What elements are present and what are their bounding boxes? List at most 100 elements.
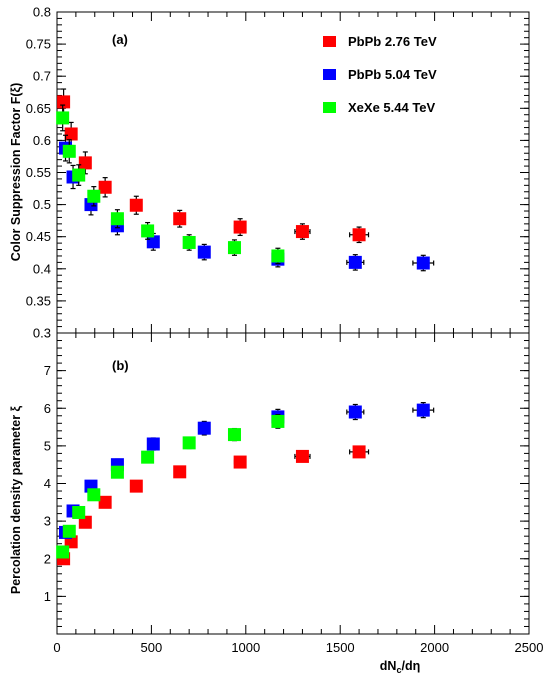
marker-xexe-544	[227, 428, 241, 442]
x-tick-label: 500	[141, 640, 163, 655]
legend-swatch-pbpb-276	[323, 36, 336, 47]
y-tick-label: 0.35	[26, 293, 51, 308]
data-point-pbpb-504	[346, 254, 365, 271]
data-point-xexe-544	[72, 164, 86, 186]
marker-xexe-544	[72, 505, 86, 519]
x-tick-label: 1000	[231, 640, 260, 655]
data-point-xexe-544	[271, 414, 285, 429]
data-point-pbpb-276	[233, 218, 247, 237]
marker-xexe-544	[271, 414, 285, 428]
marker-xexe-544	[182, 436, 196, 450]
marker-pbpb-276	[129, 479, 143, 493]
data-point-xexe-544	[56, 104, 70, 132]
panel-b-tick-labels: 0 500 1000 1500 2000 2500 1 2 3 4 5 6 7	[44, 363, 544, 655]
marker-pbpb-504	[197, 421, 211, 435]
y-tick-label: 0.6	[33, 133, 51, 148]
data-point-pbpb-276	[294, 449, 311, 463]
data-point-xexe-544	[87, 186, 101, 207]
marker-xexe-544	[110, 212, 124, 226]
data-point-xexe-544	[56, 545, 70, 559]
data-point-pbpb-504	[346, 403, 365, 421]
marker-xexe-544	[182, 235, 196, 249]
panel-b: 0 500 1000 1500 2000 2500 1 2 3 4 5 6 7 (b) Percolat…	[9, 332, 544, 675]
data-point-xexe-544	[141, 221, 155, 240]
y-tick-label: 0.8	[33, 5, 51, 20]
panel-a: 0.3 0.35 0.4 0.45 0.5 0.55 0.6 0.65 0.7 0.75 0.8 (…	[9, 5, 530, 341]
data-point-pbpb-276	[349, 445, 370, 459]
data-point-xexe-544	[110, 465, 124, 479]
y-tick-label: 0.3	[33, 326, 51, 341]
marker-pbpb-276	[98, 495, 112, 509]
x-tick-label: 2500	[515, 640, 544, 655]
data-point-pbpb-504	[146, 437, 160, 451]
y-tick-label: 6	[44, 401, 51, 416]
y-tick-label: 0.4	[33, 261, 51, 276]
y-tick-label: 0.5	[33, 197, 51, 212]
data-point-xexe-544	[62, 524, 76, 538]
marker-xexe-544	[141, 450, 155, 464]
legend-label-pbpb-276: PbPb 2.76 TeV	[348, 34, 437, 49]
marker-xexe-544	[227, 241, 241, 255]
data-point-xexe-544	[227, 239, 241, 256]
panel-a-y-axis-title: Color Suppression Factor F(ξ)	[9, 83, 23, 262]
legend-swatch-xexe-544	[323, 102, 336, 113]
marker-pbpb-276	[352, 228, 366, 242]
data-point-pbpb-504	[412, 402, 435, 419]
data-point-pbpb-276	[173, 209, 187, 228]
marker-pbpb-504	[348, 405, 362, 419]
y-tick-label: 2	[44, 551, 51, 566]
panel-a-tag: (a)	[112, 32, 128, 47]
data-point-pbpb-276	[129, 479, 143, 493]
marker-xexe-544	[62, 144, 76, 158]
marker-pbpb-276	[57, 95, 71, 109]
legend-label-pbpb-504: PbPb 5.04 TeV	[348, 67, 437, 82]
marker-pbpb-276	[78, 156, 92, 170]
x-tick-label: 2000	[420, 640, 449, 655]
y-tick-label: 0.55	[26, 165, 51, 180]
panel-a-tick-labels: 0.3 0.35 0.4 0.45 0.5 0.55 0.6 0.65 0.7 0.75 0.8	[26, 5, 51, 341]
marker-pbpb-276	[295, 225, 309, 239]
marker-pbpb-276	[233, 455, 247, 469]
panel-b-points	[56, 402, 435, 566]
legend-label-xexe-544: XeXe 5.44 TeV	[348, 100, 436, 115]
marker-xexe-544	[271, 249, 285, 263]
y-tick-label: 0.7	[33, 69, 51, 84]
data-point-pbpb-504	[197, 243, 211, 261]
y-tick-label: 1	[44, 589, 51, 604]
data-point-xexe-544	[141, 450, 155, 464]
data-point-xexe-544	[72, 505, 86, 519]
marker-xexe-544	[141, 224, 155, 238]
data-point-xexe-544	[182, 436, 196, 450]
marker-pbpb-276	[173, 465, 187, 479]
data-point-xexe-544	[182, 234, 196, 251]
data-point-pbpb-276	[78, 515, 92, 529]
data-point-pbpb-276	[129, 195, 143, 215]
data-point-pbpb-276	[294, 223, 311, 240]
marker-xexe-544	[72, 168, 86, 182]
data-point-pbpb-276	[173, 465, 187, 479]
legend: PbPb 2.76 TeV PbPb 5.04 TeV XeXe 5.44 Te…	[323, 34, 437, 115]
data-point-pbpb-276	[98, 177, 112, 198]
marker-pbpb-276	[295, 449, 309, 463]
y-tick-label: 0.65	[26, 101, 51, 116]
panel-a-points	[56, 88, 435, 272]
marker-xexe-544	[56, 545, 70, 559]
data-point-xexe-544	[62, 139, 76, 164]
data-point-xexe-544	[110, 209, 124, 229]
y-tick-label: 4	[44, 476, 51, 491]
marker-pbpb-276	[78, 515, 92, 529]
data-point-xexe-544	[87, 488, 101, 502]
marker-pbpb-504	[197, 245, 211, 259]
marker-pbpb-504	[348, 255, 362, 269]
marker-xexe-544	[62, 524, 76, 538]
data-point-xexe-544	[271, 247, 285, 265]
marker-pbpb-276	[352, 445, 366, 459]
data-point-pbpb-276	[349, 226, 370, 244]
marker-pbpb-276	[98, 180, 112, 194]
panel-b-y-axis-title: Percolation density parameter ξ	[9, 405, 23, 594]
marker-pbpb-276	[233, 220, 247, 234]
data-point-xexe-544	[227, 427, 241, 442]
marker-xexe-544	[87, 189, 101, 203]
